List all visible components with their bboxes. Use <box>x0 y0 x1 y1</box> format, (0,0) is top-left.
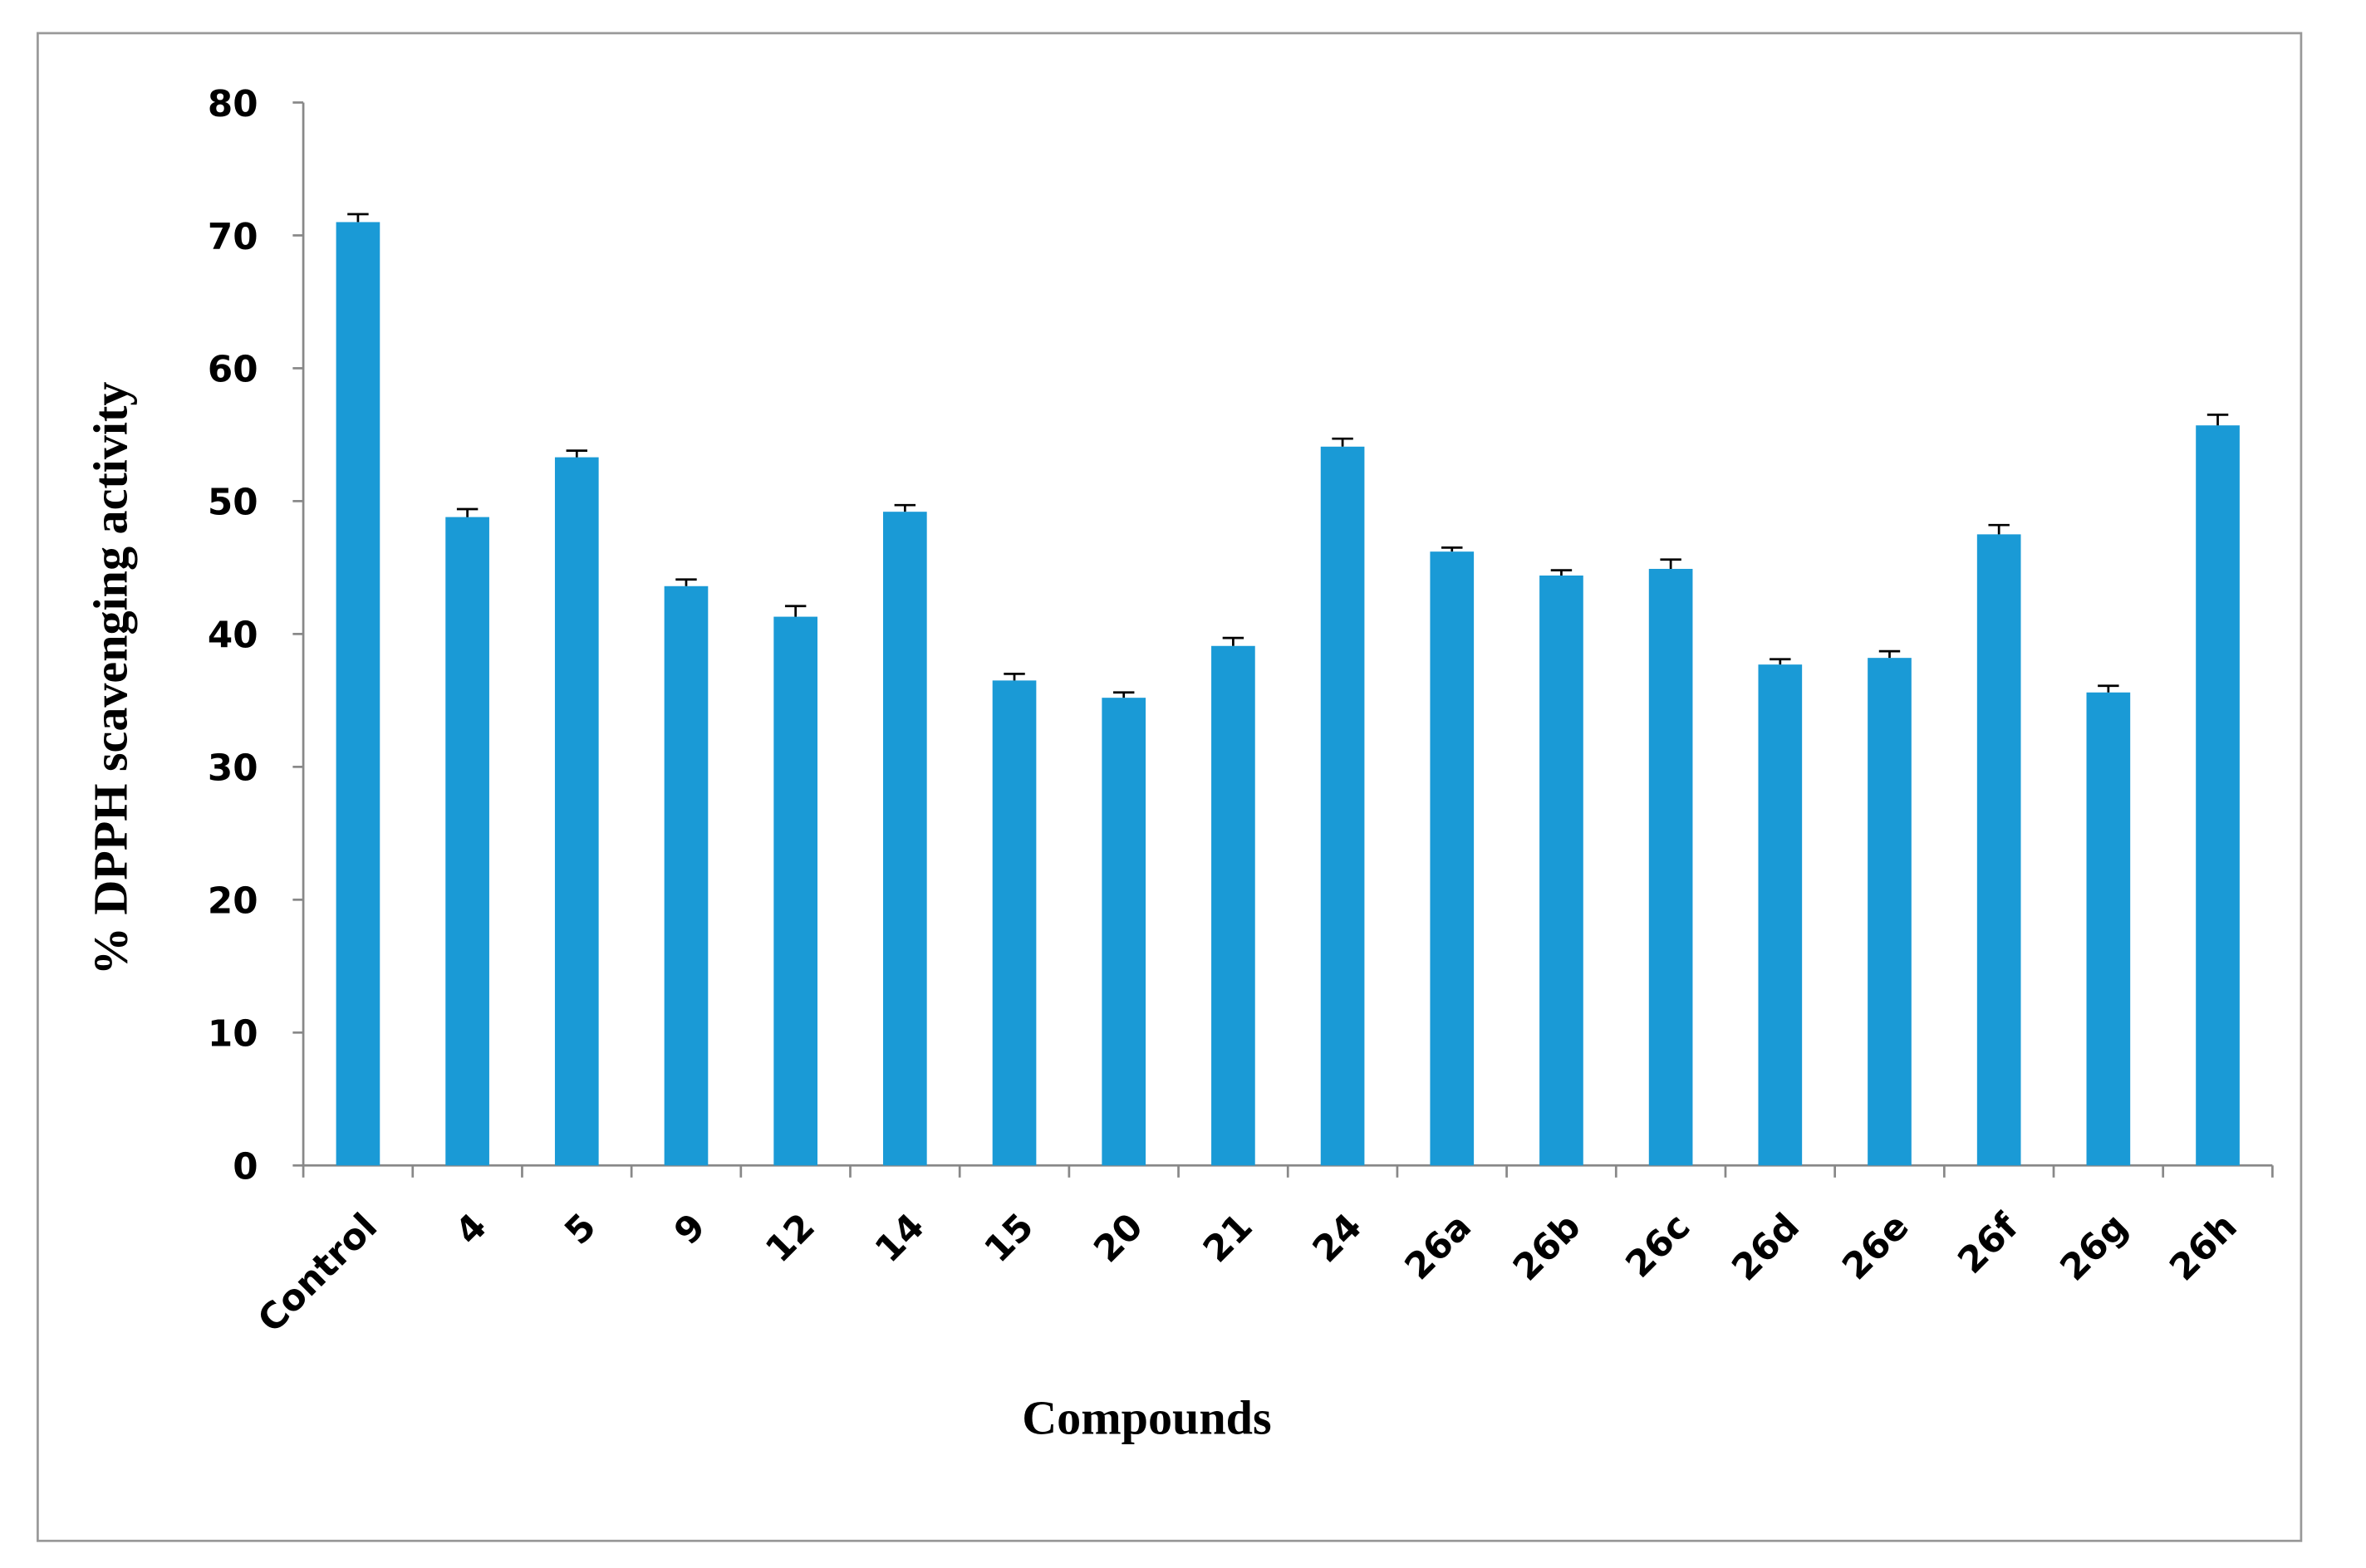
error-bar <box>1441 546 1463 552</box>
chart-border <box>37 32 2303 1542</box>
y-tick-label: 80 <box>208 84 258 125</box>
bar <box>1648 568 1693 1166</box>
y-tick-label: 70 <box>208 217 258 258</box>
bar <box>883 512 927 1166</box>
x-axis-title: Compounds <box>1022 1390 1271 1444</box>
error-bar <box>1112 691 1135 698</box>
bar <box>336 222 380 1166</box>
y-tick-label: 20 <box>208 881 258 923</box>
error-bar <box>566 449 588 458</box>
error-bar <box>1988 523 2010 535</box>
bar <box>1320 446 1365 1166</box>
error-bar <box>1332 437 1353 447</box>
error-bar <box>2206 414 2229 426</box>
error-bar <box>1660 558 1681 569</box>
y-tick-label: 10 <box>208 1014 258 1056</box>
y-tick-label: 40 <box>208 615 258 657</box>
bar <box>1976 534 2021 1166</box>
bar <box>1102 698 1146 1166</box>
error-bar <box>1004 673 1025 681</box>
bar <box>664 586 709 1166</box>
bar <box>1758 664 1803 1166</box>
bar <box>1868 658 1912 1166</box>
bar <box>992 680 1037 1166</box>
error-bar <box>1770 658 1791 665</box>
bar <box>1430 551 1475 1166</box>
error-bar <box>1222 636 1244 646</box>
bar <box>2086 692 2131 1166</box>
error-bar <box>456 507 479 517</box>
y-tick-label: 0 <box>233 1147 258 1188</box>
bar <box>1539 575 1583 1166</box>
y-axis-title: % DPPH scavenging activity <box>84 382 138 976</box>
error-bar <box>2098 684 2119 693</box>
error-bar <box>675 578 697 586</box>
y-tick-label: 60 <box>208 350 258 391</box>
error-bar <box>1550 569 1573 576</box>
error-bar <box>784 605 807 617</box>
y-tick-label: 50 <box>208 483 258 524</box>
error-bar <box>894 503 916 512</box>
bar <box>554 457 599 1166</box>
error-bar <box>347 213 369 223</box>
y-tick-label: 30 <box>208 748 258 790</box>
bar <box>1211 645 1255 1166</box>
bar <box>773 616 817 1166</box>
bar <box>2196 425 2240 1166</box>
bar <box>445 517 489 1166</box>
error-bar <box>1878 649 1901 659</box>
